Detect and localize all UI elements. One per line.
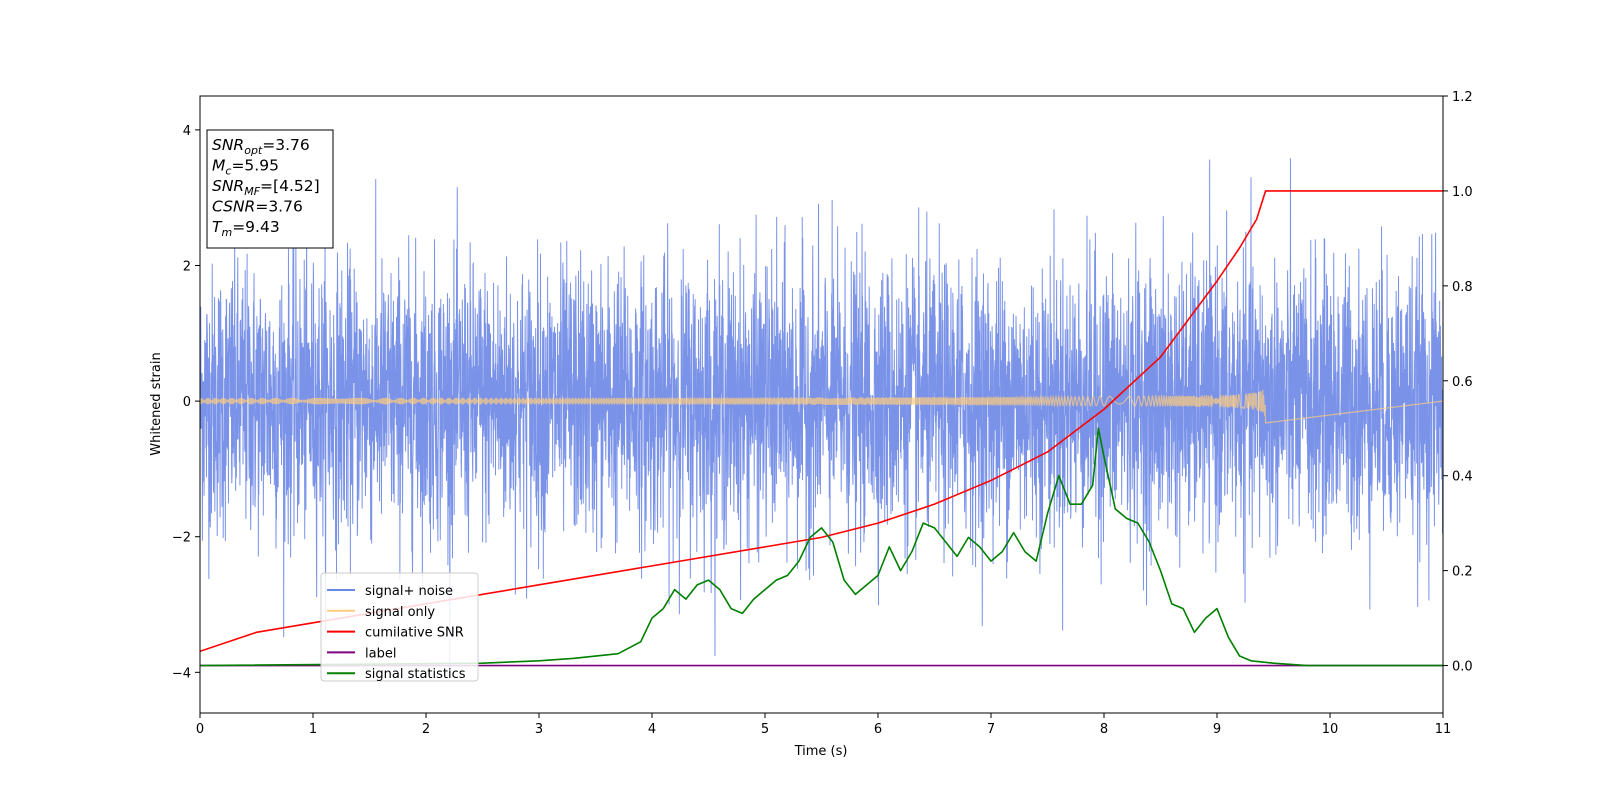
annotation-value: =[4.52]	[260, 177, 320, 195]
y-left-tick-label: −2	[172, 531, 191, 546]
annotation-line: Tm=9.43	[212, 218, 280, 239]
x-tick-label: 6	[874, 722, 882, 737]
x-tick-label: 9	[1213, 722, 1221, 737]
legend-label: signal only	[365, 605, 435, 620]
plot-frame	[199, 95, 1444, 714]
x-tick-label: 11	[1435, 722, 1452, 737]
series-signal-only	[200, 389, 1443, 424]
y-right-tick-label: 0.0	[1452, 660, 1473, 675]
x-tick-label: 7	[987, 722, 995, 737]
y-right-tick-label: 0.8	[1452, 280, 1473, 295]
annotation-symbol: T	[212, 218, 223, 236]
y-right-tick-label: 1.0	[1452, 185, 1473, 200]
annotation-value: =5.95	[231, 157, 279, 175]
legend-label: signal+ noise	[365, 584, 453, 599]
x-tick-label: 0	[196, 722, 204, 737]
legend: signal+ noise signal only cumilative SNR la…	[320, 572, 479, 682]
x-axis: 0 1 2 3 4 5 6 7 8 9 10 11	[196, 713, 1451, 737]
annotation-box: SNRopt=3.76Mc=5.95SNRMF=[4.52]CSNR=3.76T…	[206, 129, 334, 249]
annotation-subscript: m	[221, 226, 232, 239]
annotation-symbol: SNR	[212, 177, 244, 195]
y-left-tick-label: 2	[183, 260, 191, 275]
legend-frame	[320, 572, 479, 682]
legend-label: label	[365, 646, 396, 661]
annotation-subscript: MF	[244, 185, 260, 198]
annotation-value: =3.76	[262, 136, 310, 154]
series-signal-noise	[200, 158, 1443, 674]
annotation-line: CSNR=3.76	[212, 198, 303, 216]
y-right-tick-label: 0.6	[1452, 375, 1473, 390]
y-axis-label: Whitened strain	[149, 352, 164, 455]
annotation-subscript: c	[225, 165, 231, 178]
legend-label: cumilative SNR	[365, 626, 464, 641]
annotation-symbol: M	[212, 157, 225, 175]
x-tick-label: 4	[648, 722, 656, 737]
x-tick-label: 1	[309, 722, 317, 737]
x-axis-label: Time (s)	[794, 744, 848, 759]
y-right-tick-label: 1.2	[1452, 90, 1473, 105]
y-left-tick-label: −4	[172, 666, 191, 681]
x-tick-label: 3	[535, 722, 543, 737]
x-tick-label: 2	[422, 722, 430, 737]
y-left-tick-label: 4	[183, 124, 191, 139]
legend-label: signal statistics	[365, 667, 466, 682]
annotation-value: =3.76	[255, 198, 303, 216]
series-signal-statistics	[200, 427, 1443, 667]
y-axis-right: 1.2 1.0 0.8 0.6 0.4 0.2 0.0	[1443, 90, 1473, 675]
annotation-line: SNRMF=[4.52]	[212, 177, 320, 198]
annotation-line: Mc=5.95	[212, 157, 279, 178]
x-tick-label: 8	[1100, 722, 1108, 737]
annotation-line: SNRopt=3.76	[212, 136, 310, 157]
x-tick-label: 5	[761, 722, 769, 737]
x-tick-label: 10	[1322, 722, 1339, 737]
annotation-symbol: CSNR	[212, 198, 255, 216]
annotation-frame	[206, 129, 334, 249]
annotation-value: =9.43	[232, 218, 280, 236]
annotation-symbol: SNR	[212, 136, 244, 154]
y-right-tick-label: 0.2	[1452, 565, 1473, 580]
y-axis-left: 4 2 0 −2 −4	[172, 124, 200, 681]
y-right-tick-label: 0.4	[1452, 470, 1473, 485]
annotation-subscript: opt	[244, 144, 263, 157]
y-left-tick-label: 0	[183, 395, 191, 410]
